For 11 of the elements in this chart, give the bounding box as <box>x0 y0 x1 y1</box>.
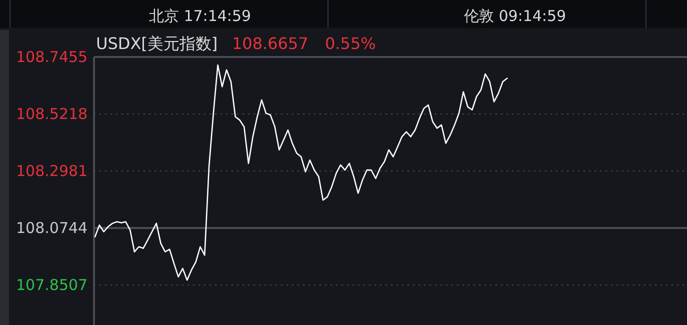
y-tick-label: 108.5218 <box>16 105 88 124</box>
text: 伦敦 09:14:59 <box>464 7 566 25</box>
chart-title: USDX[美元指数] <box>96 34 218 53</box>
y-tick-label: 108.0744 <box>16 219 88 238</box>
text: 108.6657 <box>232 34 308 53</box>
y-tick-label: 107.8507 <box>16 276 88 294</box>
y-tick-label: 108.7455 <box>16 48 88 66</box>
line-series <box>94 64 508 281</box>
text: 0.55% <box>325 34 376 53</box>
y-tick-label: 108.2981 <box>16 162 88 180</box>
text: 北京 17:14:59 <box>148 7 252 25</box>
